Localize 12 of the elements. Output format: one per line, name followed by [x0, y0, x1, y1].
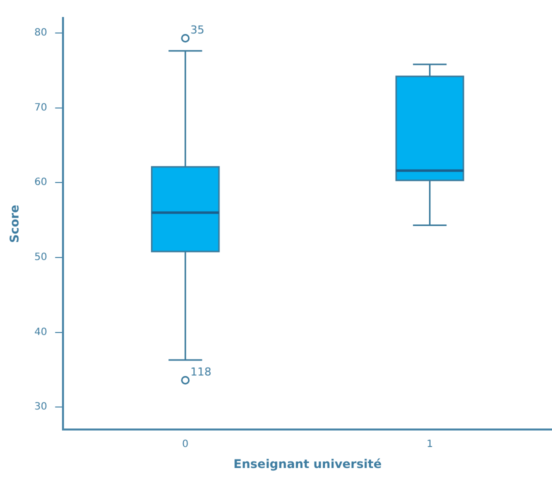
y-axis-title: Score — [7, 204, 22, 243]
annotation: 118 — [190, 366, 212, 379]
x-axis-title: Enseignant université — [234, 456, 382, 471]
y-tick-label: 40 — [34, 326, 48, 338]
y-tick-label: 30 — [34, 402, 48, 413]
y-tick-label: 70 — [34, 102, 48, 114]
x-tick-label: 1 — [426, 439, 433, 450]
annotation: 35 — [190, 24, 204, 37]
y-tick-label: 80 — [34, 28, 48, 39]
y-tick-label: 50 — [34, 252, 48, 264]
x-tick-label: 0 — [182, 439, 189, 450]
y-tick-label: 60 — [34, 177, 48, 188]
